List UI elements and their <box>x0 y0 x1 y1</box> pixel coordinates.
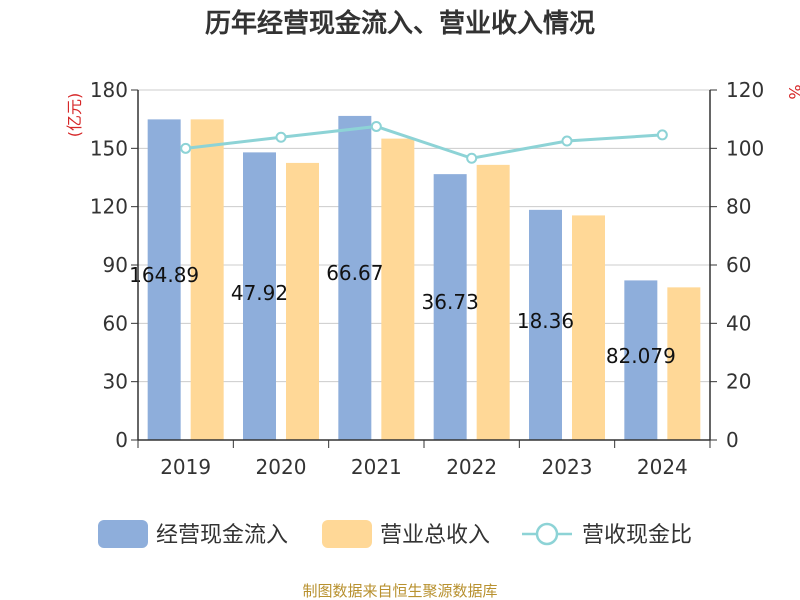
bar-cash-inflow <box>147 119 181 440</box>
left-tick-label: 90 <box>103 253 128 277</box>
right-tick-label: 100 <box>726 136 764 160</box>
bars <box>147 115 701 441</box>
right-tick-label: 0 <box>726 428 739 452</box>
right-tick-label: 40 <box>726 311 751 335</box>
bar-cash-inflow <box>624 280 658 440</box>
bar-cash-inflow <box>433 174 467 440</box>
legend-label: 营收现金比 <box>582 523 692 548</box>
left-tick-label: 150 <box>90 136 128 160</box>
legend-marker <box>535 522 559 546</box>
bar-cash-inflow <box>243 152 276 440</box>
bar-revenue <box>381 138 415 440</box>
right-axis-unit: % <box>785 84 800 99</box>
legend-label: 经营现金流入 <box>156 523 288 548</box>
data-label: 18.36 <box>517 309 574 333</box>
legend-label: 营业总收入 <box>380 523 490 548</box>
data-label: 164.89 <box>129 263 199 287</box>
left-tick-label: 0 <box>115 428 128 452</box>
left-tick-label: 30 <box>103 370 128 394</box>
ratio-point <box>275 131 287 143</box>
left-tick-label: 60 <box>103 311 128 335</box>
bar-cash-inflow <box>338 115 372 441</box>
bar-cash-inflow <box>529 209 562 440</box>
x-tick-label: 2022 <box>446 455 497 479</box>
bar-revenue <box>572 215 605 440</box>
x-tick-label: 2020 <box>256 455 307 479</box>
legend-swatch <box>98 520 148 548</box>
x-tick-label: 2023 <box>542 455 593 479</box>
x-tick-label: 2021 <box>351 455 402 479</box>
chart-title: 历年经营现金流入、营业收入情况 <box>205 8 595 39</box>
ratio-point <box>656 129 668 141</box>
ratio-point <box>180 142 192 154</box>
axes: 0 0 30 20 60 40 90 60 120 80 150 100 180 120 2019 2020 2… <box>90 78 764 479</box>
data-label: 82.079 <box>606 344 676 368</box>
data-label: 36.73 <box>422 290 479 314</box>
ratio-point <box>370 120 382 132</box>
legend-swatch <box>322 520 372 548</box>
legend: 经营现金流入 营业总收入 营收现金比 <box>98 520 692 548</box>
right-tick-label: 20 <box>726 370 751 394</box>
ratio-line <box>180 120 668 164</box>
x-tick-label: 2019 <box>160 455 211 479</box>
data-labels: 164.89 47.92 66.67 36.73 18.36 82.079 <box>129 261 676 368</box>
x-tick-label: 2024 <box>637 455 688 479</box>
ratio-point <box>561 135 573 147</box>
data-label: 66.67 <box>326 261 383 285</box>
left-tick-label: 180 <box>90 78 128 102</box>
ratio-line-path <box>185 124 663 160</box>
ratio-point <box>466 152 478 164</box>
bar-revenue <box>667 287 701 440</box>
grid-lines <box>138 89 710 383</box>
bar-revenue <box>476 164 510 440</box>
source-note: 制图数据来自恒生聚源数据库 <box>302 582 497 600</box>
right-tick-label: 60 <box>726 253 751 277</box>
data-label: 47.92 <box>231 281 288 305</box>
bar-revenue <box>286 162 319 440</box>
left-axis-unit: (亿元) <box>65 93 84 138</box>
right-tick-label: 80 <box>726 195 751 219</box>
left-tick-label: 120 <box>90 195 128 219</box>
bar-revenue <box>190 119 224 440</box>
right-tick-label: 120 <box>726 78 764 102</box>
